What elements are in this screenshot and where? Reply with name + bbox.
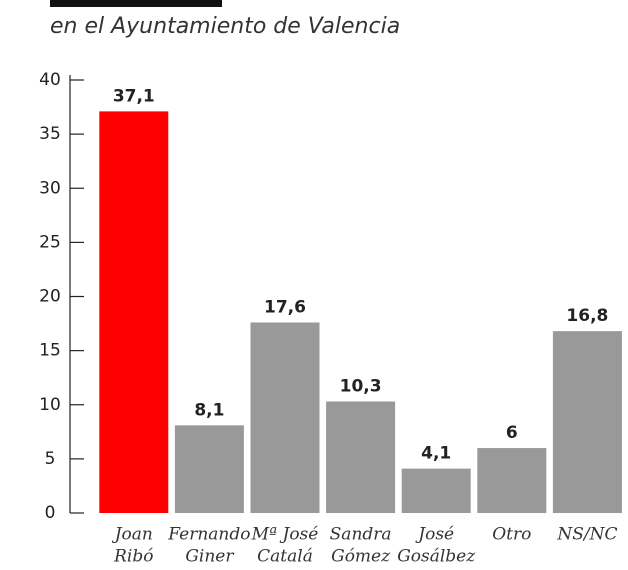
y-tick-label: 30 [39, 178, 61, 198]
y-tick-label: 10 [39, 395, 61, 415]
data-label: 16,8 [566, 306, 608, 326]
x-tick-label: Gómez [331, 547, 391, 567]
title-bar [50, 0, 222, 7]
x-tick-label: Catalá [257, 547, 313, 567]
bar [99, 111, 169, 513]
x-tick-label: José [415, 525, 454, 545]
y-tick-label: 25 [39, 232, 61, 252]
x-tick-label: Sandra [330, 525, 392, 545]
y-tick-label: 0 [45, 503, 56, 523]
y-tick-label: 5 [45, 449, 56, 469]
data-label: 17,6 [264, 297, 306, 317]
data-label: 10,3 [340, 377, 382, 397]
y-tick-label: 15 [39, 341, 61, 361]
y-tick-label: 35 [39, 124, 61, 144]
x-tick-label: Otro [492, 525, 531, 545]
y-tick-label: 40 [39, 70, 61, 90]
bar [250, 322, 320, 513]
data-label: 4,1 [421, 444, 451, 464]
x-tick-label: Ribó [113, 547, 153, 567]
x-tick-label: Joan [112, 525, 153, 545]
bar [174, 425, 244, 513]
y-tick-label: 20 [39, 287, 61, 307]
x-tick-label: Fernando [167, 525, 250, 545]
x-tick-label: Gosálbez [397, 547, 476, 567]
x-tick-label: Mª José [251, 525, 319, 545]
bar [326, 401, 396, 513]
x-tick-label: Giner [185, 547, 234, 567]
data-label: 6 [506, 423, 518, 443]
bar [477, 448, 547, 513]
x-tick-label: NS/NC [556, 525, 617, 545]
data-label: 37,1 [113, 86, 155, 106]
data-label: 8,1 [194, 400, 224, 420]
chart-subtitle: en el Ayuntamiento de Valencia [50, 14, 400, 39]
bar [401, 468, 471, 513]
bar [552, 331, 622, 513]
